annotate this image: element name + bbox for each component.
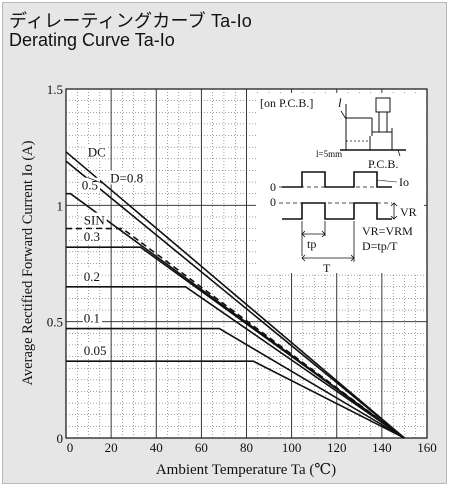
series-line-0-2 xyxy=(66,286,405,439)
series-label-bg xyxy=(82,343,109,358)
current-waveform xyxy=(282,171,392,188)
tp-dimension xyxy=(301,221,326,256)
x-tick-label: 0 xyxy=(67,440,74,455)
d08-label-leader xyxy=(87,177,103,184)
series-line-0-05 xyxy=(66,360,405,439)
x-tick-label: 160 xyxy=(417,440,437,455)
y-axis-label: Average Rectified Forward Current Io (A) xyxy=(20,140,36,385)
chart-title-english: Derating Curve Ta-Io xyxy=(9,30,175,50)
inset-background xyxy=(256,93,424,273)
chart-title-japanese: ディレーティングカーブ Ta-Io xyxy=(9,11,252,31)
y-tick-labels: 0 0.5 1 1.5 xyxy=(47,82,63,446)
io-leader xyxy=(376,179,398,183)
series-label-bg xyxy=(86,144,108,159)
series-line-sin xyxy=(66,227,405,439)
voltage-waveform xyxy=(282,202,392,220)
y-tick-label: 1 xyxy=(57,198,64,213)
series-label: D=0.8 xyxy=(110,170,143,185)
waveform-eq-vr: VR=VRM xyxy=(362,224,413,238)
waveform-t-label: T xyxy=(323,261,331,275)
series-label: SIN xyxy=(84,213,106,228)
x-tick-label: 80 xyxy=(240,440,253,455)
y-tick-label: 0 xyxy=(57,431,64,446)
waveform-vr-label: VR xyxy=(400,205,417,219)
series-line-0-3 xyxy=(66,246,405,439)
x-tick-label: 20 xyxy=(105,440,118,455)
inset-pcb: P.C.B. xyxy=(368,157,398,171)
series-label: 0.1 xyxy=(84,311,100,326)
waveform-tp-label: tp xyxy=(307,237,316,251)
series-lines xyxy=(65,151,405,439)
series-label-bg xyxy=(82,212,107,227)
series-label: 0.3 xyxy=(84,229,100,244)
inset-pcb-label: [on P.C.B.] xyxy=(260,96,313,110)
waveform-io-label: Io xyxy=(399,175,409,189)
inset-l-value: l=5mm xyxy=(316,149,342,159)
inset-diagram: [on P.C.B.] l l=5mm P.C.B. 0 Io 0 VR tp … xyxy=(256,93,424,275)
series-label-bg xyxy=(109,170,146,185)
component-leads xyxy=(372,112,392,133)
series-label-bg xyxy=(82,310,103,325)
series-label: 0.05 xyxy=(84,343,107,358)
t-dimension xyxy=(301,221,355,262)
inset-l-label: l xyxy=(338,95,342,110)
series-label: 0.2 xyxy=(84,269,100,284)
x-tick-label: 40 xyxy=(150,440,163,455)
series-label-bg xyxy=(82,268,103,283)
x-tick-label: 60 xyxy=(195,440,208,455)
y-tick-label: 0.5 xyxy=(47,315,63,330)
x-tick-label: 140 xyxy=(372,440,392,455)
inset-l-leader xyxy=(340,110,347,120)
waveform-zero-1: 0 xyxy=(270,180,276,194)
x-tick-labels: 0 20 40 60 80 100 120 140 160 xyxy=(67,440,437,455)
series-label: 0.5 xyxy=(82,178,98,193)
series-label-bg xyxy=(82,229,103,244)
pcb-leader xyxy=(397,149,401,157)
y-tick-label: 1.5 xyxy=(47,82,63,97)
component-body xyxy=(375,97,391,113)
x-tick-label: 120 xyxy=(327,440,347,455)
vr-arrow xyxy=(390,202,398,220)
x-axis-label: Ambient Temperature Ta (℃) xyxy=(156,462,336,478)
series-line-0-1 xyxy=(66,327,405,439)
component-lead-drawing xyxy=(345,104,393,150)
series-label-bg xyxy=(80,177,101,192)
waveform-zero-2: 0 xyxy=(270,195,276,209)
series-line-dc xyxy=(65,151,405,439)
x-tick-label: 100 xyxy=(282,440,302,455)
series-label: DC xyxy=(88,144,106,159)
waveform-eq-d: D=tp/T xyxy=(362,239,398,253)
series-line-d-0-8 xyxy=(65,160,405,439)
